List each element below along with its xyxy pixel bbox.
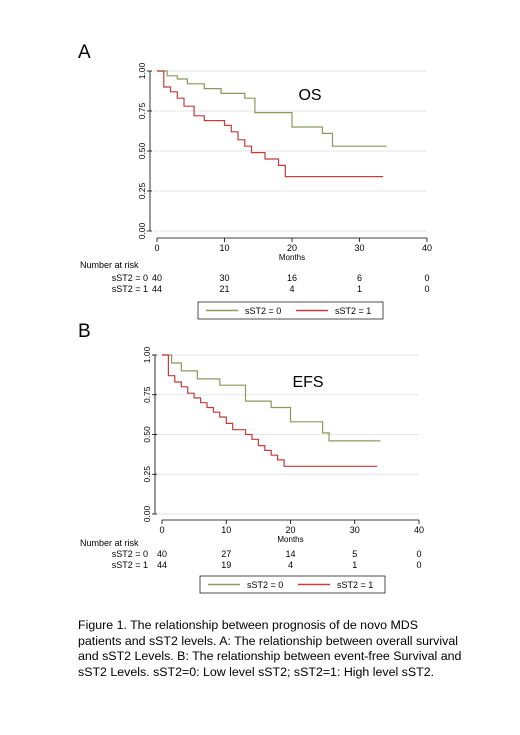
risk-table-header: Number at risk <box>80 260 139 270</box>
y-tick-label: 1.00 <box>142 346 152 363</box>
x-tick-label: 30 <box>354 243 364 253</box>
x-axis-label: Months <box>279 253 305 262</box>
km-curve-sst2-0 <box>157 70 387 147</box>
risk-row-label: sST2 = 0 <box>112 549 148 559</box>
risk-count: 5 <box>352 549 357 559</box>
km-panel-a: A0.000.250.500.751.000 10 20 30 40MonthsOSNu… <box>78 42 432 320</box>
y-tick-label: 0.75 <box>142 386 152 403</box>
risk-count: 14 <box>285 549 295 559</box>
risk-count: 0 <box>416 549 421 559</box>
x-tick-label: 0 <box>154 243 159 253</box>
y-tick-label: 0.75 <box>137 102 147 119</box>
risk-row-label: sST2 = 1 <box>112 284 148 294</box>
x-tick-label: 10 <box>219 243 229 253</box>
risk-count: 4 <box>289 284 294 294</box>
y-tick-label: 0.00 <box>142 505 152 522</box>
x-tick-label: 20 <box>287 243 297 253</box>
legend-label: sST2 = 0 <box>245 306 281 316</box>
x-tick-label: 10 <box>221 525 231 535</box>
risk-count: 40 <box>152 273 162 283</box>
legend-label: sST2 = 1 <box>335 306 371 316</box>
km-curve-sst2-1 <box>157 70 384 178</box>
y-tick-label: 0.50 <box>142 426 152 443</box>
figure: A0.000.250.500.751.000 10 20 30 40MonthsOSNu… <box>78 42 432 594</box>
risk-count: 30 <box>219 273 229 283</box>
chart-title: EFS <box>292 374 323 391</box>
x-tick-label: 0 <box>159 525 164 535</box>
risk-row-label: sST2 = 1 <box>112 560 148 570</box>
y-tick-label: 0.00 <box>137 222 147 239</box>
x-tick-label: 40 <box>414 525 424 535</box>
risk-count: 0 <box>424 273 429 283</box>
x-axis-label: Months <box>277 535 303 544</box>
risk-count: 21 <box>219 284 229 294</box>
figure-caption: Figure 1. The relationship between progn… <box>78 618 462 679</box>
risk-count: 1 <box>352 560 357 570</box>
x-tick-label: 20 <box>285 525 295 535</box>
risk-count: 44 <box>157 560 167 570</box>
km-curve-sst2-0 <box>162 354 381 442</box>
legend-box <box>197 301 384 320</box>
panel-label: B <box>78 321 91 342</box>
risk-count: 40 <box>157 549 167 559</box>
risk-count: 1 <box>357 284 362 294</box>
risk-count: 19 <box>221 560 231 570</box>
x-tick-label: 40 <box>422 243 432 253</box>
legend-box <box>199 575 386 594</box>
y-tick-label: 0.25 <box>137 182 147 199</box>
risk-row-label: sST2 = 0 <box>112 273 148 283</box>
risk-count: 44 <box>152 284 162 294</box>
legend-label: sST2 = 0 <box>247 580 283 590</box>
risk-count: 0 <box>424 284 429 294</box>
risk-count: 4 <box>288 560 293 570</box>
risk-count: 6 <box>357 273 362 283</box>
y-tick-label: 0.50 <box>137 142 147 159</box>
km-panel-b: B0.000.250.500.751.000 10 20 30 40MonthsEFSN… <box>78 321 424 594</box>
y-tick-label: 1.00 <box>137 62 147 79</box>
panel-label: A <box>78 42 91 63</box>
legend-label: sST2 = 1 <box>337 580 373 590</box>
risk-count: 0 <box>416 560 421 570</box>
chart-title: OS <box>298 87 321 104</box>
km-curve-sst2-1 <box>162 354 378 467</box>
risk-count: 27 <box>221 549 231 559</box>
x-tick-label: 30 <box>350 525 360 535</box>
risk-count: 16 <box>287 273 297 283</box>
risk-table-header: Number at risk <box>80 538 139 548</box>
y-tick-label: 0.25 <box>142 466 152 483</box>
